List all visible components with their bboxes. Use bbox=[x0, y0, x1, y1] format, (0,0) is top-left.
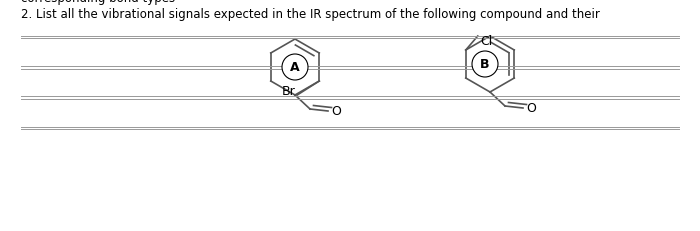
Text: O: O bbox=[526, 102, 536, 115]
Text: B: B bbox=[480, 58, 490, 71]
Text: O: O bbox=[331, 105, 341, 118]
Text: 2. List all the vibrational signals expected in the IR spectrum of the following: 2. List all the vibrational signals expe… bbox=[21, 8, 600, 21]
Text: corresponding bond types: corresponding bond types bbox=[21, 0, 175, 5]
Text: A: A bbox=[290, 61, 300, 74]
Text: Cl: Cl bbox=[480, 35, 492, 48]
Circle shape bbox=[472, 52, 498, 78]
Text: Br: Br bbox=[281, 85, 295, 97]
Circle shape bbox=[282, 55, 308, 81]
